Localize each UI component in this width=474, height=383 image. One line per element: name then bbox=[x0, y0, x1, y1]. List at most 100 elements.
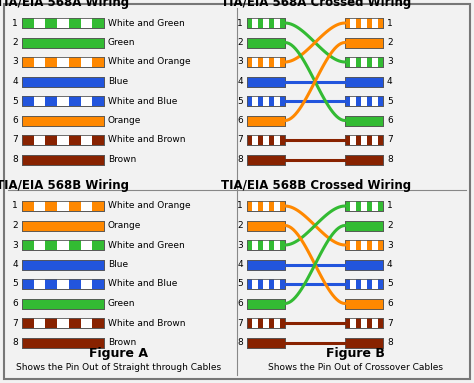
Bar bbox=[263, 318, 269, 328]
Text: 6: 6 bbox=[387, 299, 393, 308]
Bar bbox=[22, 57, 104, 67]
Text: White and Orange: White and Orange bbox=[108, 201, 191, 211]
Bar bbox=[69, 57, 81, 67]
Text: 3: 3 bbox=[237, 57, 243, 67]
Bar bbox=[247, 77, 285, 87]
Bar bbox=[69, 135, 81, 145]
Bar bbox=[22, 18, 34, 28]
Bar bbox=[345, 135, 383, 145]
Text: TIA/EIA 568B Crossed Wiring: TIA/EIA 568B Crossed Wiring bbox=[221, 179, 411, 192]
Text: TIA/EIA 568A Wiring: TIA/EIA 568A Wiring bbox=[0, 0, 129, 9]
Bar bbox=[345, 57, 383, 67]
Bar bbox=[34, 201, 46, 211]
Bar bbox=[253, 135, 258, 145]
Bar bbox=[247, 57, 253, 67]
Bar bbox=[22, 318, 104, 328]
Bar bbox=[269, 318, 274, 328]
Bar bbox=[258, 201, 263, 211]
Text: Green: Green bbox=[108, 38, 136, 47]
Bar bbox=[34, 279, 46, 289]
Bar bbox=[34, 318, 46, 328]
Bar bbox=[345, 18, 383, 28]
Bar bbox=[92, 57, 104, 67]
Bar bbox=[22, 298, 104, 308]
Text: TIA/EIA 568B Wiring: TIA/EIA 568B Wiring bbox=[0, 179, 129, 192]
Bar bbox=[345, 77, 383, 87]
Bar bbox=[345, 298, 383, 308]
Text: 8: 8 bbox=[387, 338, 393, 347]
Bar bbox=[22, 279, 104, 289]
Bar bbox=[247, 116, 285, 126]
Bar bbox=[350, 96, 356, 106]
Bar bbox=[345, 154, 383, 165]
Bar bbox=[372, 201, 378, 211]
Bar bbox=[69, 318, 81, 328]
Text: 2: 2 bbox=[12, 38, 18, 47]
Bar bbox=[92, 201, 104, 211]
Bar bbox=[247, 240, 285, 250]
Bar bbox=[356, 318, 361, 328]
Bar bbox=[350, 279, 356, 289]
Bar bbox=[81, 135, 92, 145]
Bar bbox=[92, 135, 104, 145]
Text: Brown: Brown bbox=[108, 338, 136, 347]
Text: White and Orange: White and Orange bbox=[108, 57, 191, 67]
Text: White and Brown: White and Brown bbox=[108, 319, 185, 327]
Text: White and Blue: White and Blue bbox=[108, 280, 177, 288]
Bar bbox=[280, 279, 285, 289]
Bar bbox=[361, 135, 367, 145]
Bar bbox=[269, 57, 274, 67]
Bar bbox=[263, 18, 269, 28]
Bar bbox=[247, 279, 285, 289]
Bar bbox=[269, 201, 274, 211]
Bar bbox=[22, 116, 104, 126]
Bar bbox=[247, 260, 285, 270]
Bar bbox=[345, 38, 383, 47]
Bar bbox=[22, 135, 104, 145]
Bar bbox=[274, 318, 280, 328]
Text: 6: 6 bbox=[12, 116, 18, 125]
Bar bbox=[46, 135, 57, 145]
Bar bbox=[263, 279, 269, 289]
Text: 2: 2 bbox=[237, 38, 243, 47]
Text: 7: 7 bbox=[12, 136, 18, 144]
Text: Figure A: Figure A bbox=[89, 347, 148, 360]
Text: 1: 1 bbox=[12, 18, 18, 28]
Bar bbox=[345, 279, 383, 289]
Bar bbox=[22, 77, 104, 87]
Bar bbox=[22, 201, 104, 211]
Text: White and Brown: White and Brown bbox=[108, 136, 185, 144]
Bar bbox=[378, 135, 383, 145]
Bar bbox=[372, 318, 378, 328]
Bar bbox=[247, 18, 285, 28]
Bar bbox=[22, 38, 104, 47]
Bar bbox=[46, 201, 57, 211]
Bar bbox=[274, 201, 280, 211]
Bar bbox=[22, 116, 104, 126]
Text: 3: 3 bbox=[12, 241, 18, 249]
Bar bbox=[345, 279, 383, 289]
Bar bbox=[378, 57, 383, 67]
Bar bbox=[22, 154, 104, 165]
Bar bbox=[22, 18, 104, 28]
Text: 3: 3 bbox=[237, 241, 243, 249]
Bar bbox=[280, 318, 285, 328]
Bar bbox=[253, 96, 258, 106]
Bar bbox=[247, 318, 253, 328]
Text: 7: 7 bbox=[12, 319, 18, 327]
Bar bbox=[372, 135, 378, 145]
Bar bbox=[22, 96, 104, 106]
Bar bbox=[22, 135, 104, 145]
Bar bbox=[22, 96, 34, 106]
Bar bbox=[356, 201, 361, 211]
Bar bbox=[247, 279, 253, 289]
Text: 5: 5 bbox=[387, 280, 393, 288]
Bar bbox=[22, 298, 104, 308]
Bar bbox=[247, 96, 285, 106]
Bar bbox=[81, 57, 92, 67]
Bar bbox=[367, 240, 372, 250]
Bar bbox=[57, 96, 69, 106]
Bar bbox=[345, 38, 383, 47]
Bar bbox=[350, 240, 356, 250]
Bar bbox=[34, 18, 46, 28]
